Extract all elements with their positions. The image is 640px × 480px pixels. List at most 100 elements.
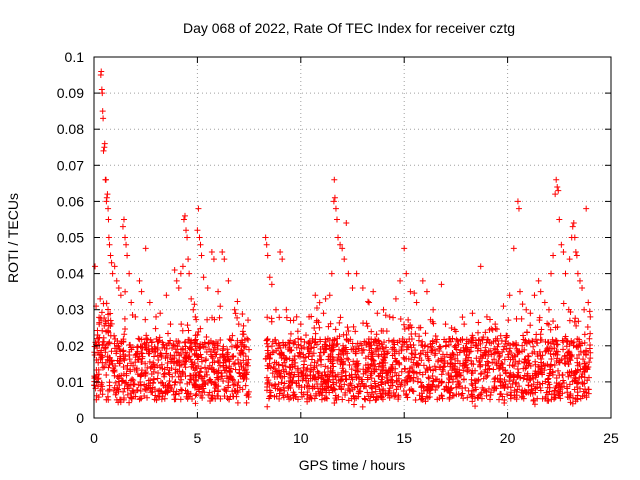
- background-point: [110, 387, 117, 394]
- background-point: [207, 376, 214, 383]
- background-point: [459, 314, 466, 321]
- background-point: [329, 379, 336, 386]
- background-point: [222, 367, 229, 374]
- background-point: [496, 353, 503, 360]
- background-point: [445, 336, 452, 343]
- background-point: [268, 315, 275, 322]
- x-tick-label: 20: [500, 430, 516, 446]
- y-tick-label: 0.05: [57, 230, 84, 246]
- background-point: [413, 370, 420, 377]
- background-point: [151, 353, 158, 360]
- background-point: [446, 395, 453, 402]
- background-point: [356, 387, 363, 394]
- background-point: [212, 381, 219, 388]
- background-point: [438, 379, 445, 386]
- background-point: [414, 378, 421, 385]
- background-point: [410, 369, 417, 376]
- background-point: [209, 359, 216, 366]
- background-point: [332, 392, 339, 399]
- background-point: [377, 370, 384, 377]
- background-point: [429, 347, 436, 354]
- background-point: [148, 339, 155, 346]
- background-point: [148, 370, 155, 377]
- roti-point: [306, 313, 313, 320]
- background-point: [245, 346, 252, 353]
- roti-point: [190, 306, 197, 313]
- background-point: [366, 397, 373, 404]
- background-point: [111, 384, 118, 391]
- roti-point: [374, 310, 381, 317]
- background-point: [464, 394, 471, 401]
- background-point: [509, 340, 516, 347]
- background-point: [355, 345, 362, 352]
- background-point: [577, 348, 584, 355]
- background-point: [178, 387, 185, 394]
- background-point: [169, 344, 176, 351]
- background-point: [477, 391, 484, 398]
- background-point: [274, 385, 281, 392]
- background-point: [207, 337, 214, 344]
- background-point: [506, 378, 513, 385]
- roti-point: [163, 292, 170, 299]
- background-point: [92, 374, 99, 381]
- background-point: [142, 360, 149, 367]
- background-point: [325, 377, 332, 384]
- background-point: [456, 379, 463, 386]
- background-point: [349, 340, 356, 347]
- roti-point: [128, 299, 135, 306]
- roti-point: [94, 335, 101, 342]
- background-point: [496, 364, 503, 371]
- roti-point: [430, 306, 437, 313]
- background-point: [382, 359, 389, 366]
- roti-point: [157, 310, 164, 317]
- background-point: [244, 369, 251, 376]
- background-point: [482, 387, 489, 394]
- background-point: [527, 362, 534, 369]
- background-point: [561, 335, 568, 342]
- background-point: [340, 367, 347, 374]
- background-point: [115, 343, 122, 350]
- background-point: [144, 394, 151, 401]
- background-point: [379, 388, 386, 395]
- background-point: [111, 340, 118, 347]
- background-point: [204, 316, 211, 323]
- background-point: [536, 317, 543, 324]
- background-point: [172, 366, 179, 373]
- background-point: [485, 385, 492, 392]
- background-point: [534, 353, 541, 360]
- background-point: [569, 394, 576, 401]
- roti-point: [287, 317, 294, 324]
- roti-point: [105, 205, 112, 212]
- background-point: [520, 332, 527, 339]
- background-point: [387, 367, 394, 374]
- background-point: [183, 352, 190, 359]
- background-point: [243, 399, 250, 406]
- background-point: [185, 390, 192, 397]
- background-point: [390, 337, 397, 344]
- background-point: [586, 345, 593, 352]
- background-point: [551, 387, 558, 394]
- background-point: [492, 349, 499, 356]
- background-point: [422, 398, 429, 405]
- background-point: [397, 383, 404, 390]
- background-point: [126, 399, 133, 406]
- background-point: [483, 388, 490, 395]
- background-point: [240, 343, 247, 350]
- roti-point: [188, 295, 195, 302]
- roti-point: [117, 292, 124, 299]
- background-point: [345, 397, 352, 404]
- background-point: [214, 358, 221, 365]
- roti-point: [339, 245, 346, 252]
- background-point: [473, 342, 480, 349]
- background-point: [340, 331, 347, 338]
- background-point: [196, 369, 203, 376]
- background-point: [391, 393, 398, 400]
- y-tick-label: 0.09: [57, 85, 84, 101]
- background-point: [184, 388, 191, 395]
- roti-point: [167, 321, 174, 328]
- roti-point: [506, 292, 513, 299]
- background-point: [403, 338, 410, 345]
- background-point: [446, 375, 453, 382]
- background-point: [566, 369, 573, 376]
- background-point: [371, 378, 378, 385]
